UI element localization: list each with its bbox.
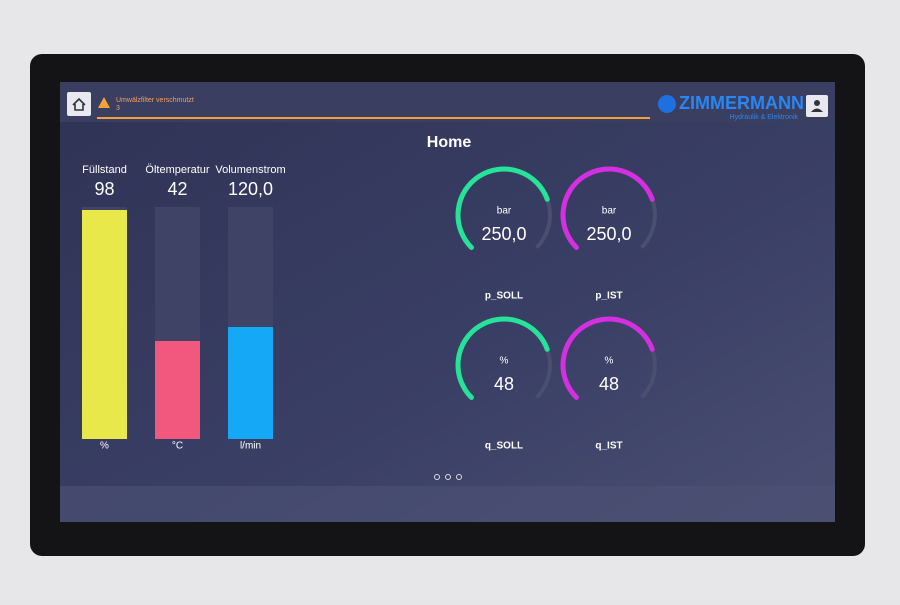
bar-value: 42 (167, 179, 187, 199)
page-title: Home (427, 134, 472, 151)
bar-unit: l/min (240, 441, 261, 452)
bar-value: 120,0 (228, 179, 273, 199)
gauge-unit: % (500, 356, 509, 367)
gauge-unit: % (605, 356, 614, 367)
gauge-arc (560, 166, 655, 251)
page-dot[interactable] (456, 474, 462, 480)
alarm-text[interactable]: Umwälzfilter verschmutzt (116, 97, 194, 104)
user-button[interactable] (806, 95, 828, 117)
bar-label: Füllstand (82, 164, 127, 176)
alarm-count: 3 (116, 105, 120, 112)
gauge-value: 48 (599, 374, 619, 394)
bar-unit: °C (172, 441, 183, 452)
gauge-value: 250,0 (586, 224, 631, 244)
gauge-arc (560, 316, 655, 401)
gauge-label: p_SOLL (485, 291, 523, 302)
gauge-label: q_IST (595, 441, 622, 452)
home-button[interactable] (67, 92, 91, 116)
gauge-arc (455, 316, 550, 401)
footer-band (60, 486, 835, 522)
header-bar (60, 82, 835, 122)
gauge-unit: bar (602, 206, 617, 217)
logo-subtitle: Hydraulik & Elektronik (730, 114, 799, 121)
bar-fill (228, 327, 273, 439)
gauge-value: 48 (494, 374, 514, 394)
gauge-arc (455, 166, 550, 251)
gauge-label: q_SOLL (485, 441, 523, 452)
bar-label: Öltemperatur (145, 164, 210, 176)
page-dots (434, 474, 462, 480)
bar-label: Volumenstrom (215, 164, 285, 176)
bar-fill (82, 210, 127, 439)
alarm-icon (98, 97, 110, 108)
bar-unit: % (100, 441, 109, 452)
page-dot[interactable] (445, 474, 451, 480)
bar-fill (155, 341, 200, 439)
bar-fills (82, 207, 273, 439)
gauge-label: p_IST (595, 291, 622, 302)
logo-mark (658, 95, 676, 113)
bar-value: 98 (94, 179, 114, 199)
gauge-value: 250,0 (481, 224, 526, 244)
page-dot[interactable] (434, 474, 440, 480)
gauge-unit: bar (497, 206, 512, 217)
logo: ZIMMERMANN (679, 93, 804, 113)
